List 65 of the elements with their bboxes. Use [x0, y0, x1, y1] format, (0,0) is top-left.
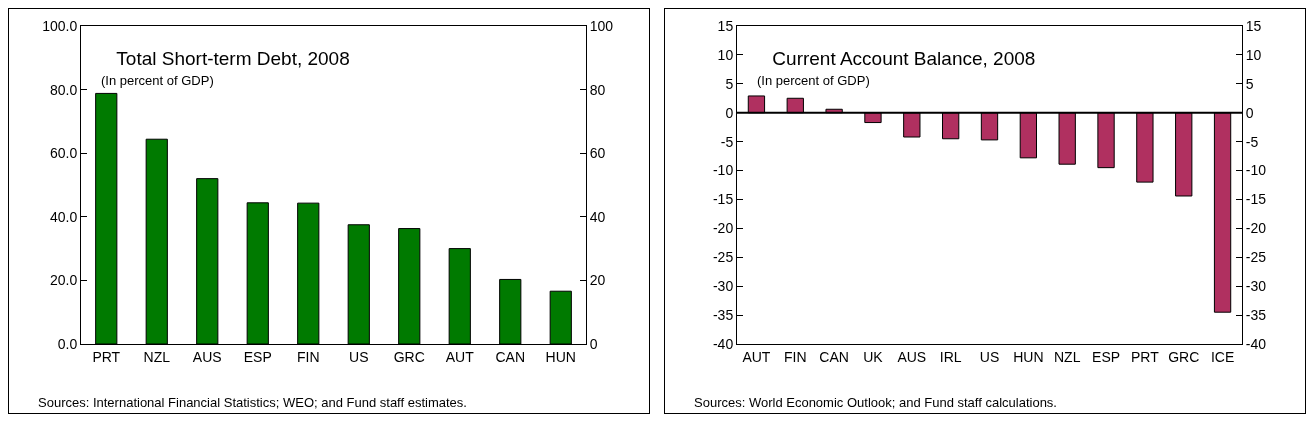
x-tick-label: US — [349, 348, 369, 365]
y2-tick-label: 0 — [1245, 104, 1254, 121]
y2-tick-label: -30 — [1245, 278, 1267, 295]
y2-tick-label: -40 — [1245, 335, 1267, 352]
y-tick-label: -35 — [712, 306, 734, 323]
y-tick-label: -20 — [712, 220, 734, 237]
y2-tick-label: -15 — [1245, 191, 1267, 208]
y-tick-label: 0 — [725, 104, 734, 121]
x-tick-label: NZL — [143, 348, 171, 365]
x-tick-label: AUT — [742, 348, 771, 365]
y-tick-label: 80.0 — [49, 81, 78, 98]
y2-tick-label: 10 — [1245, 46, 1262, 63]
y2-tick-label: 15 — [1245, 17, 1262, 34]
y-tick-label: 100.0 — [42, 17, 78, 34]
y-tick-label: -30 — [712, 278, 734, 295]
x-tick-label: UK — [863, 348, 884, 365]
y2-tick-label: -35 — [1245, 306, 1267, 323]
x-tick-label: GRC — [1168, 348, 1200, 365]
y-tick-label: 0.0 — [57, 335, 78, 352]
x-tick-label: FIN — [783, 348, 807, 365]
y2-tick-label: 5 — [1245, 75, 1254, 92]
x-tick-label: IRL — [939, 348, 962, 365]
y-tick-label: -40 — [712, 335, 734, 352]
y2-tick-label: -10 — [1245, 162, 1267, 179]
x-tick-label: FIN — [296, 348, 320, 365]
y2-tick-label: 40 — [589, 208, 606, 225]
x-tick-label: HUN — [545, 348, 576, 365]
y-tick-label: 60.0 — [49, 145, 78, 162]
y-tick-label: -15 — [712, 191, 734, 208]
x-tick-label: ESP — [243, 348, 272, 365]
y-tick-label: -5 — [720, 133, 734, 150]
x-tick-label: HUN — [1013, 348, 1044, 365]
x-tick-label: PRT — [1131, 348, 1160, 365]
y2-tick-label: -25 — [1245, 249, 1267, 266]
y2-tick-label: 0 — [589, 335, 598, 352]
y-tick-label: 10 — [717, 46, 734, 63]
x-tick-label: US — [979, 348, 1000, 365]
y2-tick-label: 80 — [589, 81, 606, 98]
x-tick-label: AUS — [897, 348, 927, 365]
y-tick-label: -10 — [712, 162, 734, 179]
x-tick-label: AUT — [445, 348, 475, 365]
x-tick-label: CAN — [495, 348, 526, 365]
x-tick-label: ICE — [1210, 348, 1235, 365]
x-tick-label: AUS — [192, 348, 222, 365]
y-tick-label: 5 — [725, 75, 734, 92]
x-tick-label: NZL — [1053, 348, 1081, 365]
y2-tick-label: 20 — [589, 272, 606, 289]
x-tick-label: GRC — [393, 348, 425, 365]
y-tick-label: 20.0 — [49, 272, 78, 289]
text: Current Account Balance, 2008 — [772, 47, 1036, 69]
text: Total Short-term Debt, 2008 — [116, 47, 350, 69]
text: (In percent of GDP) — [757, 73, 870, 88]
x-tick-label: PRT — [92, 348, 121, 365]
source-note: Sources: World Economic Outlook; and Fund staff calculations. — [694, 395, 1057, 410]
x-tick-label: CAN — [819, 348, 849, 365]
y2-tick-label: -5 — [1245, 133, 1259, 150]
y2-tick-label: 60 — [589, 145, 606, 162]
y-tick-label: 40.0 — [49, 208, 78, 225]
y-tick-label: 15 — [717, 17, 734, 34]
y2-tick-label: 100 — [589, 17, 614, 34]
x-tick-label: ESP — [1092, 348, 1121, 365]
source-note: Sources: International Financial Statistics; WEO; and Fund staff estimates. — [38, 395, 467, 410]
y-tick-label: -25 — [712, 249, 734, 266]
y2-tick-label: -20 — [1245, 220, 1267, 237]
text: (In percent of GDP) — [101, 73, 214, 88]
